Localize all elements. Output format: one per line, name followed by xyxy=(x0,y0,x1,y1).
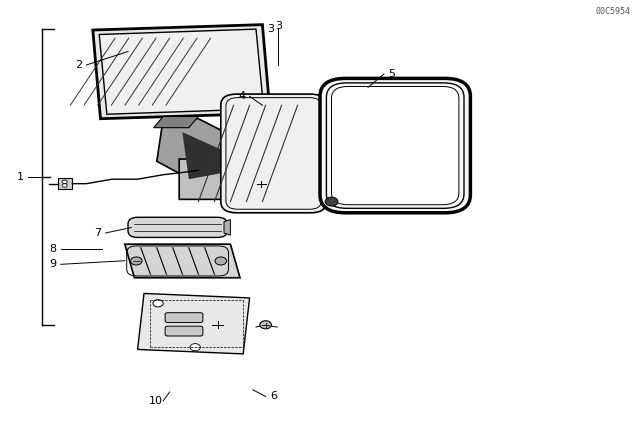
Polygon shape xyxy=(125,244,240,278)
Polygon shape xyxy=(179,159,278,199)
Text: 3: 3 xyxy=(268,24,274,34)
FancyBboxPatch shape xyxy=(320,78,470,213)
Circle shape xyxy=(215,257,227,265)
Text: 9: 9 xyxy=(49,259,57,269)
Polygon shape xyxy=(93,25,270,119)
Circle shape xyxy=(325,197,338,206)
Text: 6: 6 xyxy=(270,392,276,401)
FancyBboxPatch shape xyxy=(221,94,326,213)
Circle shape xyxy=(131,257,142,265)
Circle shape xyxy=(260,321,271,329)
Circle shape xyxy=(253,178,269,189)
Text: 1: 1 xyxy=(17,172,24,182)
FancyBboxPatch shape xyxy=(332,86,459,205)
Circle shape xyxy=(190,344,200,351)
Polygon shape xyxy=(99,29,264,114)
Polygon shape xyxy=(224,220,230,235)
Polygon shape xyxy=(138,293,250,354)
FancyBboxPatch shape xyxy=(326,83,464,208)
Polygon shape xyxy=(157,119,243,184)
Text: 00C5954: 00C5954 xyxy=(595,7,630,16)
Text: 5: 5 xyxy=(388,69,395,79)
Circle shape xyxy=(62,180,67,184)
Circle shape xyxy=(62,184,67,187)
Text: 8: 8 xyxy=(49,244,57,254)
Circle shape xyxy=(153,300,163,307)
Text: 3: 3 xyxy=(275,21,282,31)
Text: 10: 10 xyxy=(148,396,163,406)
Polygon shape xyxy=(154,116,198,128)
Text: 7: 7 xyxy=(94,228,102,238)
FancyBboxPatch shape xyxy=(128,217,227,237)
FancyBboxPatch shape xyxy=(165,313,203,323)
FancyBboxPatch shape xyxy=(165,326,203,336)
Polygon shape xyxy=(182,132,237,179)
Polygon shape xyxy=(58,178,72,189)
Text: 4: 4 xyxy=(238,91,246,101)
Text: 2: 2 xyxy=(75,60,83,70)
